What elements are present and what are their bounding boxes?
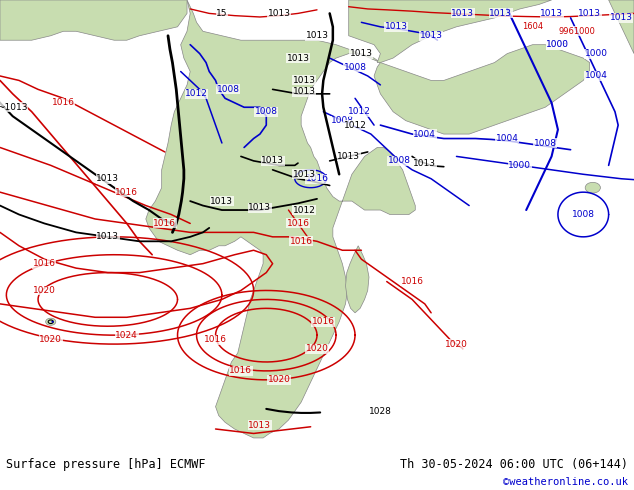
Text: 1013: 1013: [337, 152, 360, 161]
Text: 1000: 1000: [508, 161, 531, 170]
Text: 1000: 1000: [585, 49, 607, 58]
Text: 1013: 1013: [249, 203, 271, 212]
Text: 1604: 1604: [522, 23, 543, 31]
Polygon shape: [374, 45, 590, 134]
Circle shape: [46, 318, 56, 325]
Polygon shape: [346, 246, 369, 313]
Text: 15: 15: [216, 9, 228, 18]
Text: 1012: 1012: [344, 121, 366, 130]
Text: Surface pressure [hPa] ECMWF: Surface pressure [hPa] ECMWF: [6, 458, 206, 470]
Text: 1016: 1016: [401, 277, 424, 286]
Polygon shape: [609, 0, 634, 53]
Text: 1020: 1020: [39, 335, 62, 344]
Text: 1013: 1013: [350, 49, 373, 58]
Text: 1016: 1016: [52, 98, 75, 107]
Circle shape: [51, 321, 54, 322]
Text: 1008: 1008: [572, 210, 595, 219]
Text: 1013: 1013: [261, 156, 284, 166]
Text: 1008: 1008: [344, 63, 366, 72]
Text: 1013: 1013: [293, 87, 316, 96]
Text: 1013: 1013: [210, 196, 233, 206]
Text: 1016: 1016: [290, 237, 313, 246]
Polygon shape: [146, 0, 415, 438]
Text: 1016: 1016: [230, 367, 252, 375]
Text: 1020: 1020: [306, 344, 328, 353]
Text: 1012: 1012: [348, 107, 371, 116]
Text: 1013: 1013: [489, 9, 512, 18]
Text: 1008: 1008: [217, 85, 240, 94]
Text: 1013: 1013: [385, 23, 408, 31]
Text: 1013: 1013: [413, 159, 436, 168]
Text: 1013: 1013: [578, 9, 601, 18]
Text: 1008: 1008: [547, 40, 569, 49]
Circle shape: [585, 182, 600, 193]
Text: 1016: 1016: [204, 335, 227, 344]
Text: ©weatheronline.co.uk: ©weatheronline.co.uk: [503, 477, 628, 487]
Text: 1013: 1013: [540, 9, 563, 18]
Text: 1012: 1012: [293, 205, 316, 215]
Text: 1013: 1013: [293, 76, 316, 85]
Text: 1013: 1013: [293, 170, 316, 179]
Text: 1016: 1016: [312, 317, 335, 326]
Text: 1008: 1008: [388, 156, 411, 166]
Polygon shape: [349, 0, 552, 63]
Text: 1004: 1004: [413, 129, 436, 139]
Text: 1020: 1020: [33, 286, 56, 295]
Text: 1013: 1013: [306, 31, 328, 40]
Text: 1013: 1013: [96, 232, 119, 242]
Text: Th 30-05-2024 06:00 UTC (06+144): Th 30-05-2024 06:00 UTC (06+144): [399, 458, 628, 470]
Text: 1013: 1013: [249, 421, 271, 430]
Text: 1004: 1004: [585, 72, 607, 80]
Text: 1013: 1013: [287, 53, 309, 63]
Text: 1028: 1028: [369, 407, 392, 416]
Text: 1013: 1013: [268, 9, 290, 18]
Text: 1012: 1012: [185, 89, 208, 98]
Text: 1016: 1016: [287, 219, 309, 228]
Text: 1004: 1004: [496, 134, 519, 143]
Text: 1008: 1008: [255, 107, 278, 116]
Text: 1008: 1008: [331, 116, 354, 125]
Text: ~1013: ~1013: [0, 103, 28, 112]
Text: 9961000: 9961000: [559, 27, 595, 36]
Text: 1013: 1013: [96, 174, 119, 183]
Text: 1020: 1020: [268, 375, 290, 384]
Text: 1013: 1013: [610, 13, 633, 23]
Text: 1024: 1024: [115, 331, 138, 340]
Text: 1020: 1020: [445, 340, 468, 348]
Text: 1000: 1000: [547, 40, 569, 49]
Text: 1016: 1016: [33, 259, 56, 268]
Text: 1016: 1016: [115, 188, 138, 196]
Text: 1016: 1016: [153, 219, 176, 228]
Text: 1008: 1008: [534, 139, 557, 147]
Polygon shape: [0, 0, 187, 40]
Text: 1013: 1013: [420, 31, 443, 40]
Text: 1016: 1016: [306, 174, 328, 183]
Text: 1013: 1013: [451, 9, 474, 18]
